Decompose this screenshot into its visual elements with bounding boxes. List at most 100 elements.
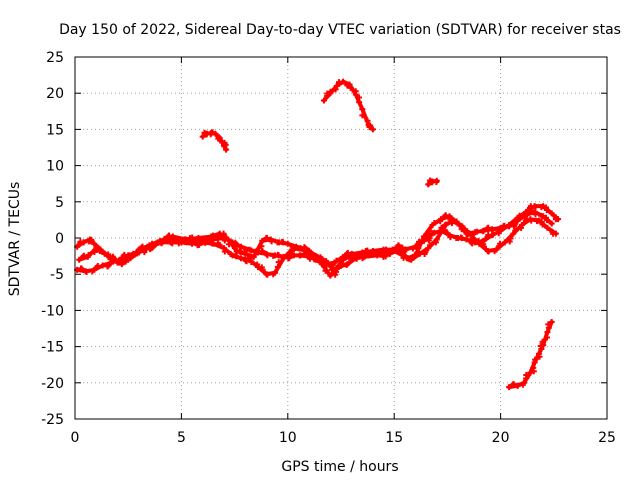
y-tick-label: 0 <box>55 231 64 247</box>
data-point <box>438 224 445 231</box>
data-point <box>447 216 454 223</box>
data-point <box>275 252 282 259</box>
data-point <box>195 235 202 241</box>
data-point <box>237 243 244 250</box>
data-point <box>366 123 373 130</box>
data-point <box>537 343 544 350</box>
data-point <box>353 255 360 262</box>
data-point <box>217 137 224 144</box>
data-point <box>295 245 302 252</box>
data-point <box>237 255 244 262</box>
y-tick-label: 15 <box>46 122 64 138</box>
data-point <box>364 248 371 255</box>
data-point <box>134 250 141 257</box>
data-point <box>463 230 470 237</box>
data-point <box>123 255 130 262</box>
data-point <box>550 230 557 237</box>
series-arc-17h <box>425 177 440 188</box>
data-point <box>233 253 240 260</box>
data-point <box>259 248 266 255</box>
data-point <box>107 255 114 262</box>
data-point <box>333 268 340 275</box>
data-point <box>552 216 559 223</box>
data-point <box>83 268 90 275</box>
data-point <box>511 221 518 228</box>
data-point <box>431 220 438 227</box>
data-point <box>422 249 429 256</box>
data-point <box>433 179 440 186</box>
data-point <box>507 235 514 242</box>
data-point <box>324 90 331 97</box>
data-point <box>367 251 374 258</box>
data-point <box>279 239 286 246</box>
data-point <box>530 364 537 371</box>
data-point <box>91 240 98 247</box>
data-point <box>231 245 238 252</box>
data-point <box>179 236 186 243</box>
data-point <box>359 255 366 262</box>
data-point <box>259 237 266 244</box>
data-point <box>237 248 244 255</box>
data-point <box>306 248 313 255</box>
y-tick-label: 10 <box>46 159 64 175</box>
data-point <box>78 265 85 272</box>
data-point <box>518 224 525 231</box>
data-point <box>463 236 470 243</box>
data-point <box>374 252 381 259</box>
data-point <box>209 129 216 136</box>
data-point <box>532 211 539 218</box>
data-point <box>268 238 275 245</box>
data-point <box>189 234 196 241</box>
data-point <box>254 261 261 268</box>
data-point <box>333 257 340 264</box>
data-point <box>532 356 539 363</box>
data-point <box>544 329 551 336</box>
data-point <box>296 252 303 259</box>
data-point <box>426 227 433 234</box>
data-point <box>105 262 112 269</box>
data-point <box>458 226 465 233</box>
data-point <box>359 106 366 113</box>
data-point <box>514 382 521 389</box>
data-point <box>270 271 277 278</box>
data-point <box>336 79 342 86</box>
data-point <box>208 240 215 247</box>
data-point <box>327 88 334 95</box>
data-point <box>416 238 423 245</box>
data-point <box>112 257 119 264</box>
data-point <box>543 217 550 224</box>
data-point <box>352 88 359 95</box>
data-point <box>409 245 416 252</box>
data-point <box>479 228 486 235</box>
data-point <box>85 251 92 258</box>
data-point <box>458 234 465 241</box>
y-tick-label: -25 <box>41 412 64 428</box>
y-tick-label: 5 <box>55 195 64 211</box>
data-point <box>203 236 210 243</box>
data-point <box>89 268 96 275</box>
data-point <box>172 235 179 242</box>
data-point <box>216 241 223 248</box>
data-point <box>101 250 108 257</box>
data-point <box>480 243 487 250</box>
y-tick-label: -15 <box>41 340 64 356</box>
data-point <box>128 253 135 260</box>
series-arc-12h <box>320 78 376 133</box>
data-point <box>453 219 460 226</box>
data-point <box>548 210 555 217</box>
data-point <box>344 251 351 258</box>
y-tick-label: 20 <box>46 86 64 102</box>
data-point <box>196 241 203 248</box>
data-point <box>311 256 318 263</box>
data-point <box>166 232 173 239</box>
data-point <box>242 250 249 257</box>
data-point <box>536 353 543 360</box>
data-point <box>322 267 329 274</box>
data-point <box>548 220 555 227</box>
data-point <box>495 226 502 233</box>
data-point <box>431 229 438 236</box>
axes: 0 5 10 15 20 25 -25 -20 -15 -10 -5 0 5 10 15 20 25 <box>41 50 616 446</box>
grid-lines <box>75 57 607 419</box>
data-point <box>221 143 228 150</box>
data-point <box>382 253 389 260</box>
